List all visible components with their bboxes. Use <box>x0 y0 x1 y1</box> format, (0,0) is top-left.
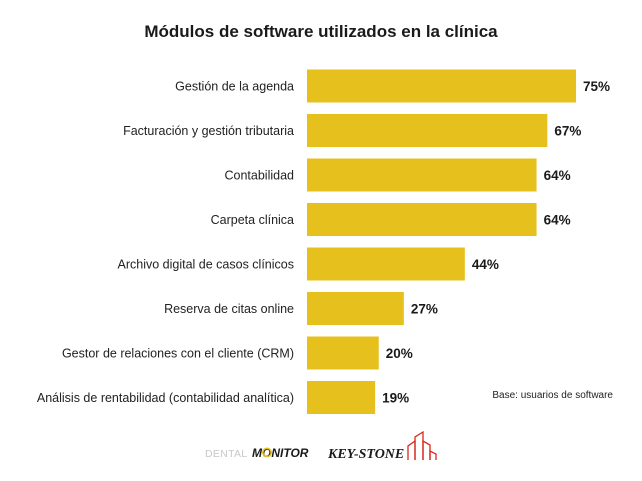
category-label: Reserva de citas online <box>164 302 294 316</box>
value-label: 75% <box>583 79 610 94</box>
value-label: 20% <box>386 346 413 361</box>
category-label: Contabilidad <box>225 169 295 183</box>
value-label: 27% <box>411 302 438 317</box>
value-label: 67% <box>554 124 581 139</box>
category-label: Análisis de rentabilidad (contabilidad a… <box>37 391 294 405</box>
dental-monitor-logo-text-a: DENTAL <box>205 448 247 460</box>
chart-title: Módulos de software utilizados en la clí… <box>144 22 498 41</box>
category-label: Gestor de relaciones con el cliente (CRM… <box>62 347 294 361</box>
value-label: 64% <box>544 168 571 183</box>
bar <box>307 158 537 192</box>
dental-monitor-logo: DENTAL MONITOR <box>205 446 309 460</box>
bar <box>307 203 537 236</box>
bar <box>307 292 404 325</box>
keystone-building-icon <box>407 430 437 460</box>
bars-layer: Gestión de la agenda 75% Facturación y ges… <box>37 69 610 414</box>
keystone-logo: KEY-STONE <box>327 430 437 462</box>
bar <box>307 381 376 414</box>
category-label: Gestión de la agenda <box>175 80 294 94</box>
dental-monitor-logo-text-b: MONITOR <box>252 446 309 460</box>
base-note: Base: usuarios de software <box>492 390 613 401</box>
category-label: Archivo digital de casos clínicos <box>118 258 294 272</box>
keystone-logo-text: KEY-STONE <box>327 447 404 462</box>
category-label: Facturación y gestión tributaria <box>123 124 294 138</box>
category-label: Carpeta clínica <box>211 213 294 227</box>
bar <box>307 336 379 370</box>
value-label: 19% <box>382 391 409 406</box>
value-label: 44% <box>472 257 499 272</box>
value-label: 64% <box>544 213 571 228</box>
bar <box>307 114 548 147</box>
bar <box>307 69 577 103</box>
logo-ring-icon <box>261 447 272 458</box>
bar <box>307 247 465 281</box>
